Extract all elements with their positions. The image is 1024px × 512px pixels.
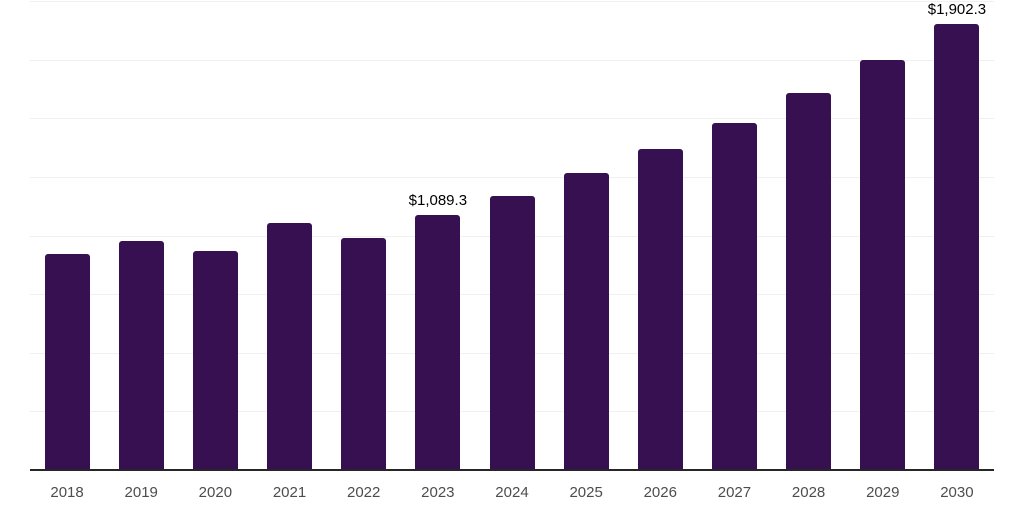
bar-2025 bbox=[563, 173, 609, 470]
bar-2022 bbox=[341, 238, 387, 470]
bar-2027 bbox=[711, 123, 757, 470]
x-axis-line bbox=[30, 469, 994, 471]
bar-2020 bbox=[192, 251, 238, 470]
gridline-1250 bbox=[30, 176, 994, 178]
x-tick-2023: 2023 bbox=[421, 484, 455, 501]
bar-2026 bbox=[637, 149, 683, 470]
gridline-1750 bbox=[30, 59, 994, 61]
x-tick-2024: 2024 bbox=[495, 484, 529, 501]
x-tick-2019: 2019 bbox=[124, 484, 158, 501]
bar-2023 bbox=[415, 215, 461, 470]
x-tick-2020: 2020 bbox=[198, 484, 233, 501]
bar-2028 bbox=[786, 93, 832, 470]
bar-2024 bbox=[489, 196, 535, 470]
x-tick-2027: 2027 bbox=[717, 484, 752, 501]
x-tick-2029: 2029 bbox=[866, 484, 900, 501]
data-label-2030: $1,902.3 bbox=[927, 1, 987, 18]
gridline-2000 bbox=[30, 1, 994, 2]
x-tick-2021: 2021 bbox=[272, 484, 307, 501]
x-tick-2030: 2030 bbox=[940, 484, 974, 501]
bar-2030 bbox=[934, 24, 980, 470]
x-tick-2028: 2028 bbox=[791, 484, 826, 501]
bar-2029 bbox=[860, 60, 906, 470]
bar-2018 bbox=[44, 254, 90, 470]
bar-2019 bbox=[118, 241, 164, 470]
gridline-1500 bbox=[30, 118, 994, 120]
data-label-2023: $1,089.3 bbox=[408, 192, 468, 209]
x-tick-2025: 2025 bbox=[569, 484, 603, 501]
x-tick-2018: 2018 bbox=[50, 484, 84, 501]
x-tick-2022: 2022 bbox=[346, 484, 381, 501]
bar-2021 bbox=[267, 223, 313, 470]
x-tick-2026: 2026 bbox=[643, 484, 677, 501]
